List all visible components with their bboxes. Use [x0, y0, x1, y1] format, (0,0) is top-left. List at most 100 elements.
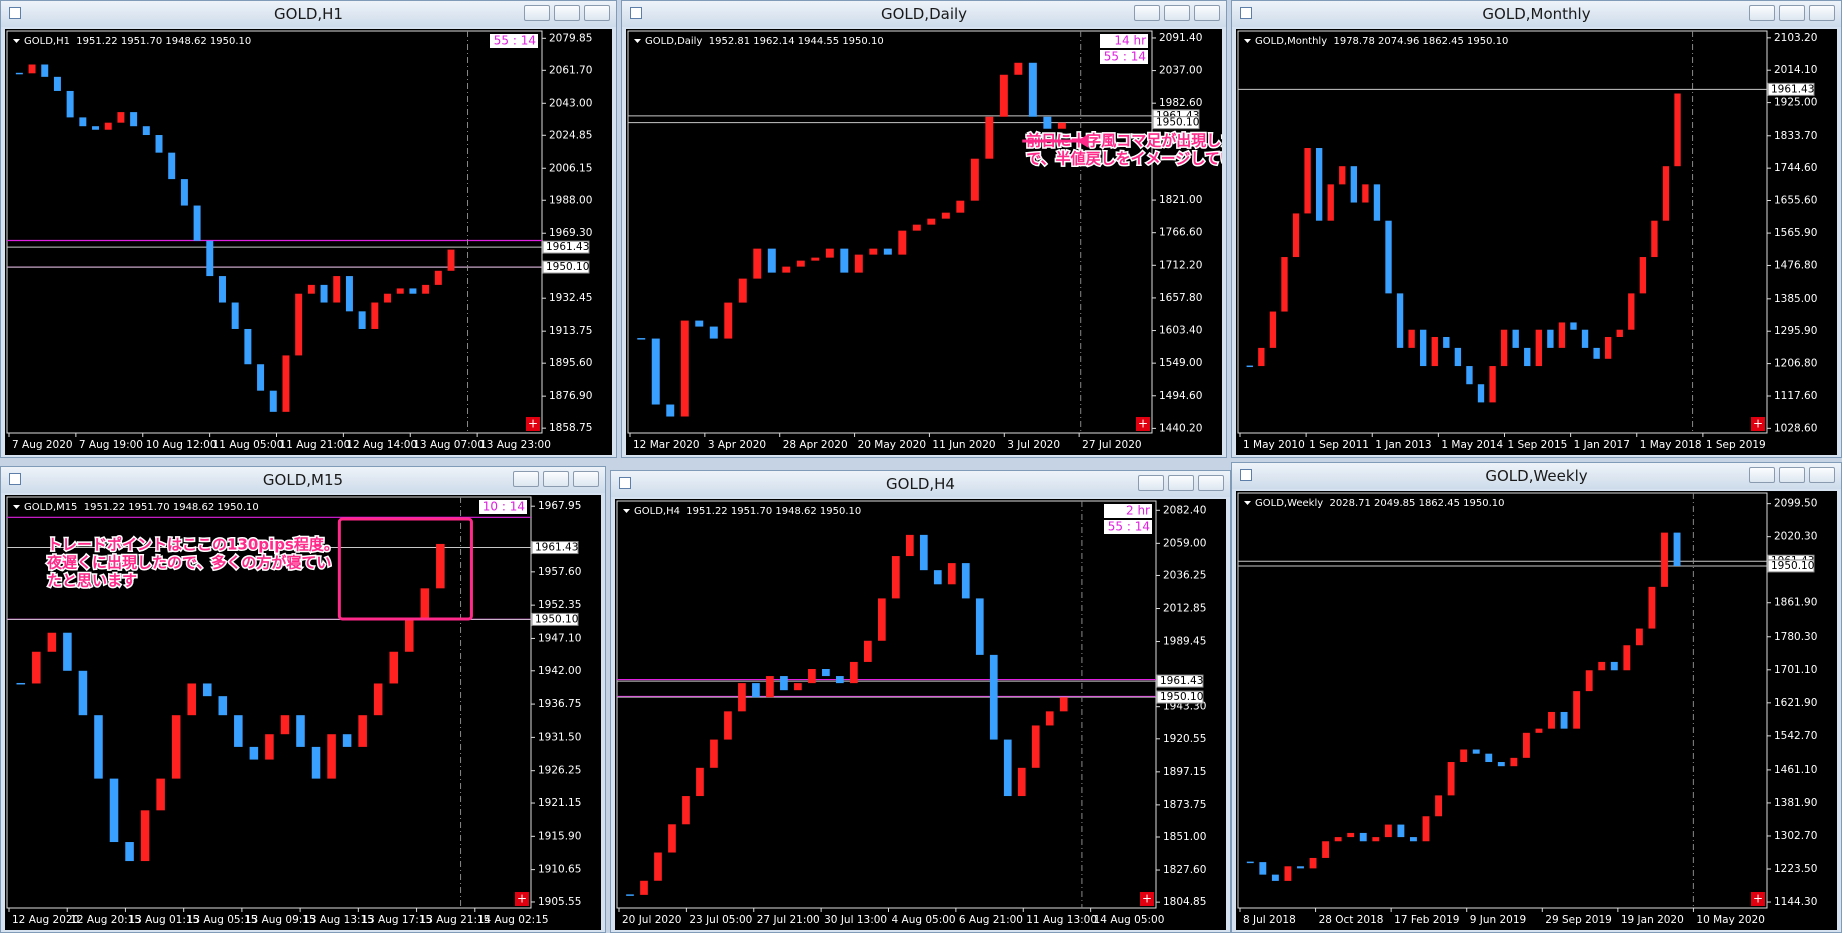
- candle: [651, 338, 660, 405]
- candle: [257, 364, 265, 391]
- candle: [47, 632, 57, 652]
- candle: [836, 676, 844, 684]
- annotation-arrowhead: [1076, 134, 1089, 148]
- close-icon: [526, 417, 540, 431]
- close-button[interactable]: [1194, 5, 1220, 21]
- candle: [1573, 691, 1581, 729]
- close-button[interactable]: [573, 471, 599, 487]
- title-bar[interactable]: GOLD,M15: [1, 467, 605, 493]
- candle: [1585, 670, 1593, 692]
- candle: [1269, 311, 1277, 348]
- timer: 55 : 14: [494, 34, 536, 48]
- y-tick-label: 1549.00: [1159, 357, 1202, 369]
- y-tick-label: 2082.40: [1163, 504, 1206, 516]
- menu-arrow: [1244, 501, 1251, 505]
- close-button[interactable]: [1809, 5, 1835, 21]
- maximize-button[interactable]: [1168, 475, 1194, 491]
- y-tick-label: 1542.70: [1774, 730, 1817, 742]
- title-bar[interactable]: GOLD,H1: [1, 1, 616, 27]
- candle: [1443, 336, 1450, 348]
- candle: [1522, 732, 1530, 758]
- timer: 14 hr: [1114, 34, 1146, 48]
- candle: [1347, 832, 1355, 838]
- candle: [1350, 166, 1358, 203]
- candle: [1435, 795, 1443, 817]
- close-icon-glyph: +: [528, 417, 538, 431]
- candle: [53, 76, 61, 91]
- minimize-button[interactable]: [1749, 467, 1775, 483]
- chart-window[interactable]: GOLD,Monthly 2103.20 2014.10 1925.00 1833.70…: [1231, 0, 1842, 458]
- chart: 2082.40 2059.00 2036.25 2012.85 1989.45 1943.…: [615, 499, 1226, 930]
- candle: [249, 746, 259, 760]
- x-tick-label: 13 Aug 07:00: [413, 439, 484, 451]
- chart-window[interactable]: GOLD,Daily 2091.40 2037.00 1982.60 1821.00 17…: [621, 0, 1227, 458]
- candle: [1431, 336, 1438, 367]
- candle: [825, 248, 834, 258]
- candle: [218, 696, 228, 716]
- candle: [710, 739, 718, 768]
- candle: [1031, 725, 1040, 768]
- y-tick-label: 1494.60: [1159, 390, 1202, 402]
- window-buttons: [1749, 5, 1835, 21]
- y-tick-label: 2103.20: [1774, 32, 1817, 44]
- close-icon: [1140, 892, 1154, 906]
- x-tick-label: 13 Aug 17:15: [361, 914, 432, 926]
- candle: [404, 620, 414, 652]
- y-tick-label: 1028.60: [1774, 422, 1817, 434]
- candle: [296, 715, 305, 747]
- candle: [975, 598, 984, 655]
- close-button[interactable]: [584, 5, 610, 21]
- candle: [436, 543, 445, 589]
- minimize-button[interactable]: [1138, 475, 1164, 491]
- maximize-button[interactable]: [554, 5, 580, 21]
- candle: [840, 248, 849, 273]
- close-button[interactable]: [1198, 475, 1224, 491]
- x-tick-label: 20 Jul 2020: [622, 914, 681, 926]
- chart-background: [626, 29, 1222, 455]
- y-tick-label: 1655.60: [1774, 194, 1817, 206]
- minimize-button[interactable]: [1134, 5, 1160, 21]
- candle: [1284, 866, 1292, 881]
- candle: [1271, 874, 1279, 881]
- menu-arrow: [13, 39, 20, 43]
- candle: [1385, 220, 1392, 294]
- price-label-box: [1767, 82, 1815, 96]
- window-icon: [630, 7, 642, 19]
- y-tick-label: 1947.10: [538, 632, 581, 644]
- price-label: 1961.43: [535, 542, 578, 554]
- y-tick-label: 1701.10: [1774, 664, 1817, 676]
- maximize-button[interactable]: [543, 471, 569, 487]
- x-tick-label: 1 May 2014: [1441, 439, 1503, 451]
- close-button[interactable]: [1809, 467, 1835, 483]
- title-bar[interactable]: GOLD,Weekly: [1232, 463, 1841, 489]
- candle: [796, 260, 805, 267]
- candle: [269, 390, 277, 412]
- candle: [1327, 184, 1334, 221]
- candle: [1372, 837, 1380, 842]
- close-icon-glyph: +: [1753, 417, 1763, 431]
- minimize-button[interactable]: [524, 5, 550, 21]
- candle: [1477, 384, 1485, 403]
- candle: [850, 661, 858, 684]
- chart-window[interactable]: GOLD,M15 1967.95 1957.60 1952.35 1947.10 1942…: [0, 466, 606, 933]
- chart-window[interactable]: GOLD,Weekly 2099.50 2020.30 1861.90 1780.30 1…: [1231, 462, 1842, 933]
- candle: [78, 670, 88, 716]
- y-tick-label: 1905.55: [538, 896, 581, 908]
- candle: [1028, 62, 1037, 117]
- y-tick-label: 1932.45: [549, 292, 592, 304]
- maximize-button[interactable]: [1164, 5, 1190, 21]
- maximize-button[interactable]: [1779, 467, 1805, 483]
- chart-window[interactable]: GOLD,H1 2079.85 2061.70 2043.00 2024.85 2006.…: [0, 0, 617, 458]
- chart-window[interactable]: GOLD,H4 2082.40 2059.00 2036.25 2012.85 1989.…: [610, 470, 1231, 933]
- window-icon: [619, 477, 631, 489]
- minimize-button[interactable]: [1749, 5, 1775, 21]
- candle: [738, 278, 747, 303]
- price-label-box: [542, 240, 590, 254]
- title-bar[interactable]: GOLD,Monthly: [1232, 1, 1841, 27]
- title-bar[interactable]: GOLD,H4: [611, 471, 1230, 497]
- info-header: GOLD,M15 1951.22 1951.70 1948.62 1950.10: [24, 502, 259, 513]
- maximize-button[interactable]: [1779, 5, 1805, 21]
- title-bar[interactable]: GOLD,Daily: [622, 1, 1226, 27]
- candle: [724, 302, 733, 339]
- minimize-button[interactable]: [513, 471, 539, 487]
